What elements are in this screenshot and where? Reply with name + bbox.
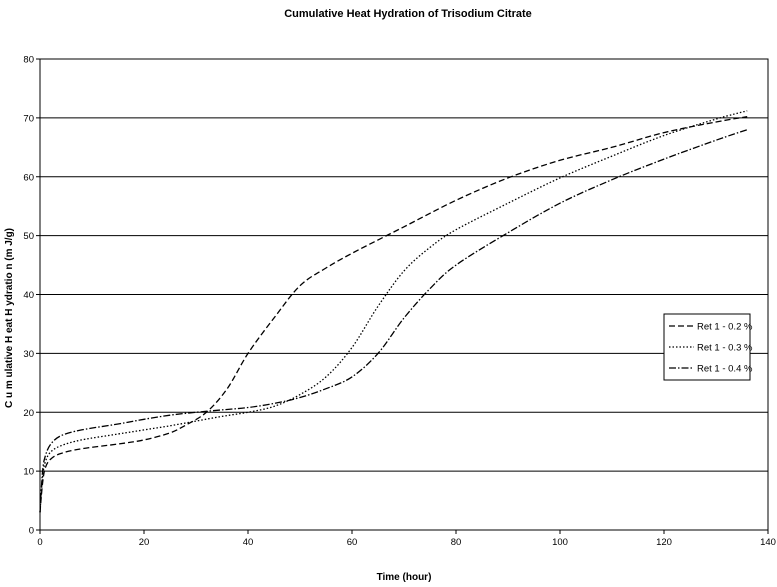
legend-label-3: Ret 1 - 0.4 % <box>697 364 753 375</box>
x-axis-label: Time (hour) <box>377 572 432 583</box>
x-tick-label: 120 <box>656 537 672 548</box>
legend: Ret 1 - 0.2 % Ret 1 - 0.3 % Ret 1 - 0.4 % <box>663 313 753 381</box>
series-line-1 <box>39 116 748 513</box>
grid <box>40 117 768 472</box>
x-tick-label: 80 <box>451 537 462 548</box>
legend-box <box>663 313 751 381</box>
x-tick-label: 40 <box>243 537 254 548</box>
y-tick-label: 70 <box>23 113 34 124</box>
axis-ticks: 0 10 20 30 40 50 60 70 80 0 20 40 60 80 100 120 140 <box>23 55 776 549</box>
legend-label-2: Ret 1 - 0.3 % <box>697 343 753 354</box>
x-tick-label: 60 <box>347 537 358 548</box>
series-line-2 <box>39 110 748 513</box>
x-tick-label: 20 <box>139 537 150 548</box>
legend-label-1: Ret 1 - 0.2 % <box>697 322 753 333</box>
chart-title: Cumulative Heat Hydration of Trisodium C… <box>284 8 532 20</box>
y-tick-label: 80 <box>23 55 34 66</box>
y-axis-label: C u m ulative H eat H ydratio n (m J/g) <box>4 228 15 408</box>
y-tick-label: 0 <box>29 526 34 537</box>
x-tick-label: 140 <box>760 537 776 548</box>
y-tick-label: 60 <box>23 172 34 183</box>
y-tick-label: 10 <box>23 467 34 478</box>
y-tick-label: 30 <box>23 349 34 360</box>
series-lines <box>39 110 748 513</box>
y-tick-label: 20 <box>23 408 34 419</box>
x-tick-label: 100 <box>552 537 568 548</box>
y-tick-label: 50 <box>23 231 34 242</box>
x-tick-label: 0 <box>37 537 42 548</box>
series-line-3 <box>39 129 748 513</box>
y-tick-label: 40 <box>23 290 34 301</box>
